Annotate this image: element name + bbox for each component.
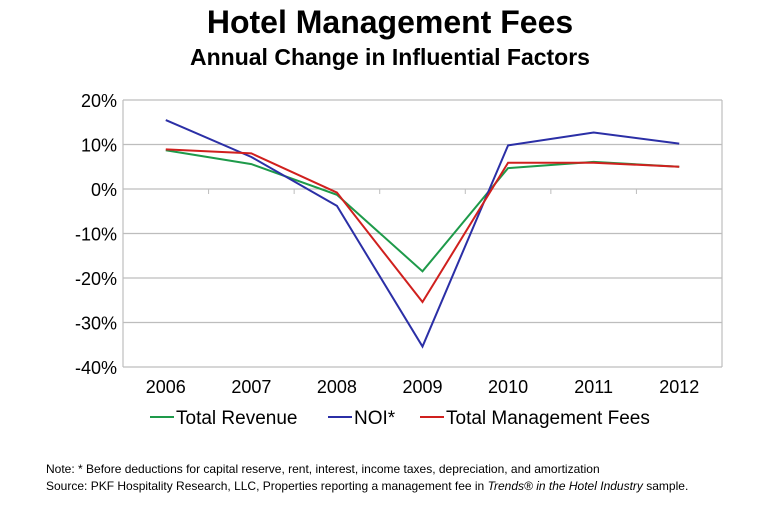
- x-tick-label: 2006: [146, 377, 186, 397]
- footnote: Note: * Before deductions for capital re…: [46, 462, 600, 476]
- x-tick-label: 2009: [402, 377, 442, 397]
- y-tick-label: -30%: [75, 314, 117, 334]
- source-prefix: Source: PKF Hospitality Research, LLC, P…: [46, 479, 488, 493]
- series-line-total-management-fees: [165, 148, 680, 304]
- x-tick-label: 2007: [231, 377, 271, 397]
- y-tick-label: 10%: [81, 136, 117, 156]
- source-suffix: sample.: [642, 479, 689, 493]
- x-tick-label: 2008: [317, 377, 357, 397]
- legend-label: Total Revenue: [176, 408, 297, 429]
- y-tick-label: 0%: [91, 180, 117, 200]
- chart-title: Hotel Management Fees: [206, 4, 574, 40]
- y-tick-label: 20%: [81, 91, 117, 111]
- source-italic: Trends® in the Hotel Industry: [487, 479, 643, 493]
- series-line-total-revenue: [165, 149, 680, 273]
- source-note: Source: PKF Hospitality Research, LLC, P…: [46, 479, 688, 493]
- legend-label: Total Management Fees: [446, 408, 650, 429]
- y-tick-label: -20%: [75, 269, 117, 289]
- legend-label: NOI*: [354, 408, 396, 429]
- chart-subtitle: Annual Change in Influential Factors: [190, 44, 590, 70]
- x-tick-label: 2012: [659, 377, 699, 397]
- x-tick-label: 2011: [574, 377, 613, 397]
- x-tick-label: 2010: [488, 377, 528, 397]
- y-tick-label: -40%: [75, 358, 117, 378]
- y-tick-label: -10%: [75, 225, 117, 245]
